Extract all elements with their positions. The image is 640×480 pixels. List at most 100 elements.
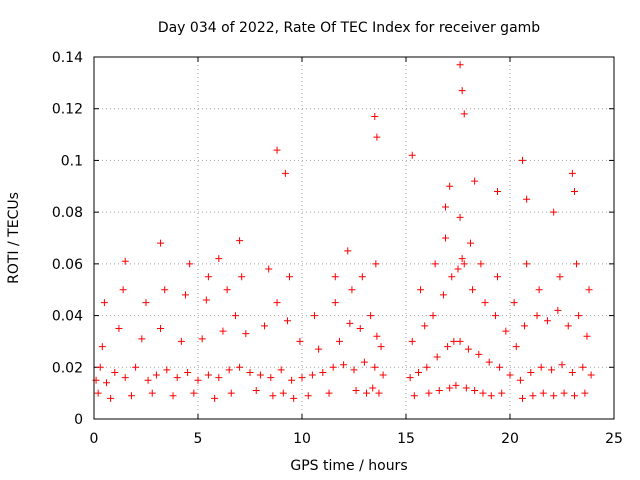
y-tick-label: 0.06 (52, 257, 83, 273)
data-point (570, 392, 578, 400)
data-point (510, 299, 518, 307)
data-points (92, 61, 595, 402)
data-point (335, 337, 343, 345)
data-point (583, 332, 591, 340)
data-point (194, 376, 202, 384)
data-point (198, 335, 206, 343)
data-point (435, 387, 443, 395)
data-point (281, 169, 289, 177)
data-point (579, 363, 587, 371)
data-point (350, 366, 358, 374)
y-tick-label: 0.04 (52, 309, 83, 325)
data-point (570, 187, 578, 195)
data-point (340, 361, 348, 369)
data-point (446, 384, 454, 392)
data-point (298, 374, 306, 382)
data-point (529, 392, 537, 400)
data-point (157, 239, 165, 247)
x-tick-label: 25 (605, 431, 623, 447)
y-tick-label: 0.1 (61, 153, 83, 169)
data-point (373, 332, 381, 340)
data-point (568, 169, 576, 177)
data-point (442, 234, 450, 242)
data-point (100, 299, 108, 307)
data-point (142, 299, 150, 307)
data-point (466, 239, 474, 247)
data-point (144, 376, 152, 384)
data-point (450, 337, 458, 345)
data-point (462, 384, 470, 392)
data-point (498, 389, 506, 397)
data-point (346, 319, 354, 327)
data-point (516, 376, 524, 384)
data-point (215, 374, 223, 382)
data-point (358, 273, 366, 281)
data-point (494, 187, 502, 195)
data-point (554, 306, 562, 314)
data-point (190, 389, 198, 397)
data-point (496, 363, 504, 371)
data-point (331, 273, 339, 281)
data-point (296, 337, 304, 345)
data-point (161, 286, 169, 294)
data-point (533, 312, 541, 320)
data-point (360, 358, 368, 366)
data-point (477, 260, 485, 268)
data-point (442, 203, 450, 211)
data-point (456, 337, 464, 345)
data-point (558, 361, 566, 369)
data-point (543, 317, 551, 325)
data-point (372, 260, 380, 268)
data-point (535, 286, 543, 294)
data-point (283, 317, 291, 325)
data-point (460, 110, 468, 118)
data-point (431, 260, 439, 268)
data-point (373, 133, 381, 141)
data-point (487, 392, 495, 400)
data-point (471, 177, 479, 185)
data-point (421, 322, 429, 330)
data-point (111, 368, 119, 376)
data-point (157, 325, 165, 332)
data-point (211, 394, 219, 402)
data-point (329, 363, 337, 371)
data-point (356, 325, 364, 332)
data-point (581, 389, 589, 397)
data-point (469, 286, 477, 294)
data-point (277, 366, 285, 374)
data-point (527, 368, 535, 376)
data-point (429, 312, 437, 320)
data-point (231, 312, 239, 320)
data-point (518, 156, 526, 164)
data-point (308, 371, 316, 379)
data-point (417, 286, 425, 294)
data-point (127, 392, 135, 400)
data-point (485, 358, 493, 366)
data-point (279, 389, 287, 397)
data-point (444, 343, 452, 351)
data-point (548, 366, 556, 374)
data-point (371, 363, 379, 371)
data-point (121, 374, 129, 382)
data-point (252, 387, 260, 395)
data-point (491, 312, 499, 320)
data-point (537, 363, 545, 371)
data-point (406, 374, 414, 382)
data-point (377, 343, 385, 351)
data-point (315, 345, 323, 353)
data-point (458, 255, 466, 263)
data-point (439, 291, 447, 299)
data-point (506, 371, 514, 379)
y-tick-label: 0.02 (52, 360, 83, 376)
data-point (236, 237, 244, 245)
data-point (152, 371, 160, 379)
data-point (456, 61, 464, 69)
data-point (107, 394, 115, 402)
data-point (575, 312, 583, 320)
data-point (479, 389, 487, 397)
data-point (269, 392, 277, 400)
data-point (163, 366, 171, 374)
data-point (362, 389, 370, 397)
data-point (186, 260, 194, 268)
